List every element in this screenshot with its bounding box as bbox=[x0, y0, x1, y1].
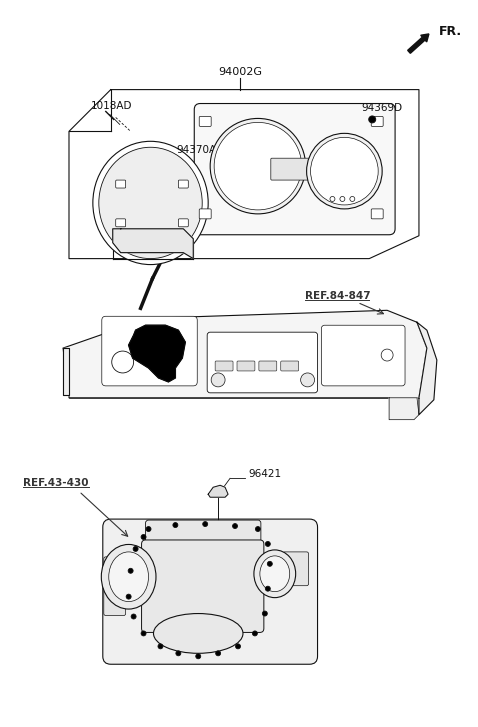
FancyBboxPatch shape bbox=[141, 540, 264, 632]
FancyBboxPatch shape bbox=[178, 180, 188, 188]
Ellipse shape bbox=[311, 137, 378, 205]
FancyBboxPatch shape bbox=[281, 361, 299, 371]
Polygon shape bbox=[129, 325, 185, 382]
Ellipse shape bbox=[255, 526, 261, 531]
Ellipse shape bbox=[109, 552, 149, 602]
Ellipse shape bbox=[141, 534, 146, 539]
Ellipse shape bbox=[260, 556, 290, 592]
Ellipse shape bbox=[214, 122, 302, 210]
FancyBboxPatch shape bbox=[199, 116, 211, 126]
Text: 1018AD: 1018AD bbox=[91, 100, 132, 111]
Ellipse shape bbox=[153, 614, 243, 654]
Text: 94369D: 94369D bbox=[361, 103, 402, 113]
Ellipse shape bbox=[350, 196, 355, 201]
FancyBboxPatch shape bbox=[194, 103, 395, 235]
Ellipse shape bbox=[131, 614, 136, 619]
Ellipse shape bbox=[112, 351, 134, 373]
Text: 94370A: 94370A bbox=[176, 145, 217, 156]
FancyBboxPatch shape bbox=[116, 219, 126, 227]
Polygon shape bbox=[113, 229, 193, 259]
Ellipse shape bbox=[203, 521, 207, 526]
Ellipse shape bbox=[254, 550, 296, 598]
FancyBboxPatch shape bbox=[104, 557, 128, 590]
Ellipse shape bbox=[128, 569, 133, 574]
Polygon shape bbox=[69, 89, 419, 259]
Ellipse shape bbox=[173, 523, 178, 528]
Polygon shape bbox=[63, 310, 427, 398]
Ellipse shape bbox=[126, 594, 131, 599]
Ellipse shape bbox=[301, 373, 315, 387]
Ellipse shape bbox=[99, 148, 202, 259]
FancyBboxPatch shape bbox=[116, 180, 126, 188]
Ellipse shape bbox=[101, 545, 156, 609]
Text: 94002G: 94002G bbox=[218, 67, 262, 77]
Polygon shape bbox=[417, 322, 437, 414]
Ellipse shape bbox=[236, 644, 240, 648]
Text: FR.: FR. bbox=[439, 25, 462, 39]
FancyBboxPatch shape bbox=[271, 158, 311, 180]
Ellipse shape bbox=[306, 133, 382, 209]
FancyBboxPatch shape bbox=[178, 219, 188, 227]
FancyBboxPatch shape bbox=[145, 520, 261, 556]
Ellipse shape bbox=[330, 196, 335, 201]
Ellipse shape bbox=[265, 542, 271, 547]
Ellipse shape bbox=[176, 651, 181, 656]
FancyBboxPatch shape bbox=[207, 332, 317, 393]
Ellipse shape bbox=[93, 141, 208, 265]
Ellipse shape bbox=[381, 349, 393, 361]
Ellipse shape bbox=[158, 644, 163, 648]
FancyBboxPatch shape bbox=[322, 325, 405, 386]
Ellipse shape bbox=[265, 586, 271, 591]
Polygon shape bbox=[63, 348, 69, 395]
Text: 96421: 96421 bbox=[248, 470, 281, 479]
Ellipse shape bbox=[211, 373, 225, 387]
Ellipse shape bbox=[216, 651, 221, 656]
Ellipse shape bbox=[262, 611, 267, 616]
Ellipse shape bbox=[340, 196, 345, 201]
FancyBboxPatch shape bbox=[371, 116, 383, 126]
FancyBboxPatch shape bbox=[259, 361, 277, 371]
Ellipse shape bbox=[252, 631, 257, 636]
Ellipse shape bbox=[210, 119, 305, 214]
Ellipse shape bbox=[267, 561, 272, 566]
Text: REF.43-430: REF.43-430 bbox=[23, 478, 89, 489]
Text: REF.84-847: REF.84-847 bbox=[304, 292, 370, 302]
Polygon shape bbox=[389, 398, 419, 419]
FancyBboxPatch shape bbox=[371, 209, 383, 219]
Ellipse shape bbox=[146, 526, 151, 531]
FancyBboxPatch shape bbox=[104, 587, 126, 616]
FancyBboxPatch shape bbox=[237, 361, 255, 371]
Ellipse shape bbox=[232, 523, 238, 529]
FancyBboxPatch shape bbox=[102, 316, 197, 386]
FancyBboxPatch shape bbox=[283, 552, 309, 586]
Ellipse shape bbox=[133, 547, 138, 551]
Ellipse shape bbox=[196, 654, 201, 659]
FancyBboxPatch shape bbox=[199, 209, 211, 219]
Ellipse shape bbox=[369, 116, 376, 123]
FancyArrow shape bbox=[408, 34, 429, 53]
FancyBboxPatch shape bbox=[215, 361, 233, 371]
FancyBboxPatch shape bbox=[103, 519, 317, 664]
Polygon shape bbox=[208, 486, 228, 497]
Ellipse shape bbox=[141, 631, 146, 636]
